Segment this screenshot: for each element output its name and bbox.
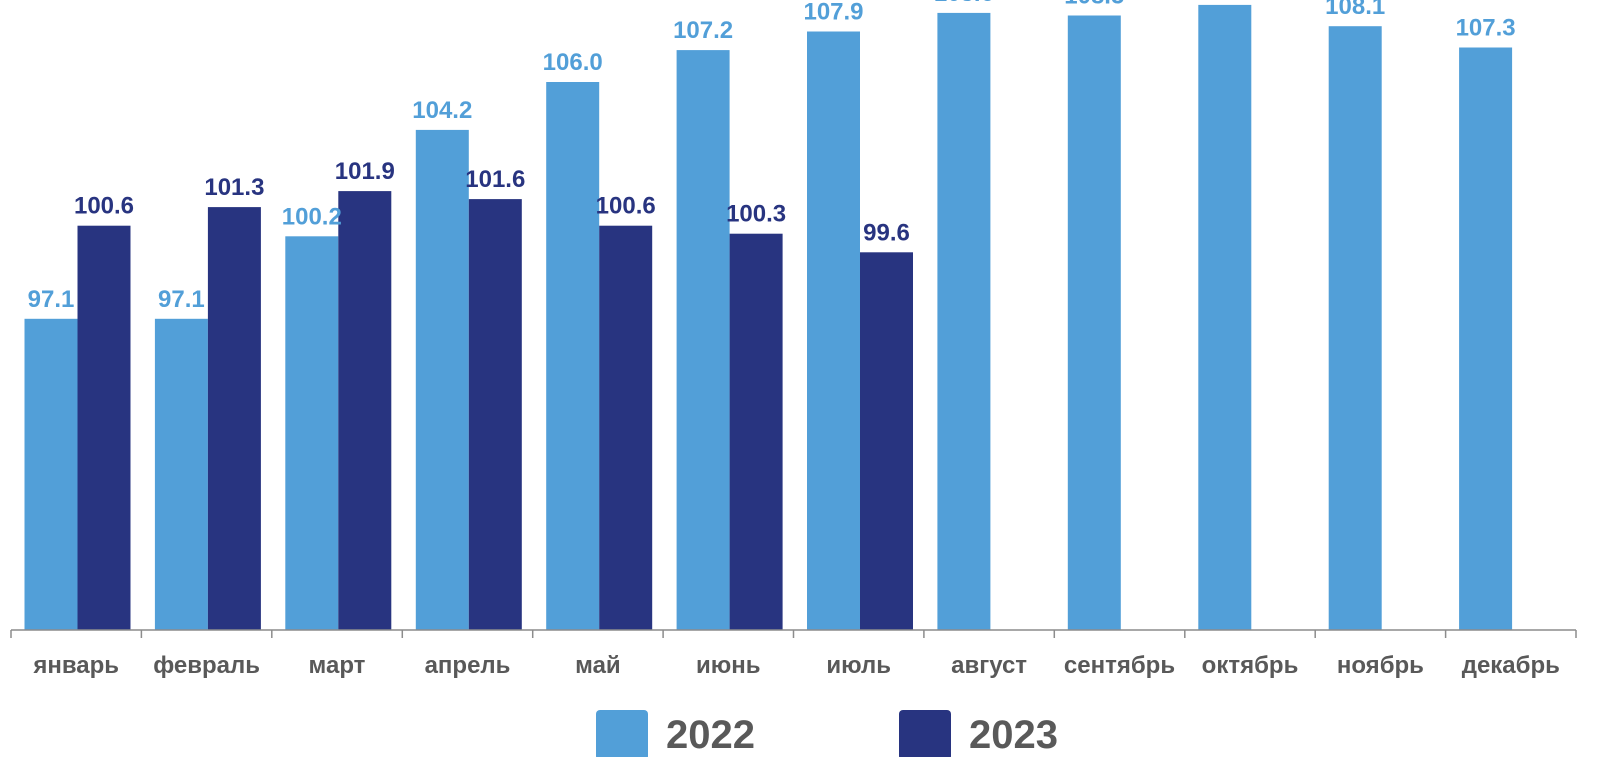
x-tick-label: сентябрь (1064, 652, 1175, 679)
data-label: 108.1 (1325, 0, 1385, 20)
data-label: 107.3 (1456, 15, 1516, 42)
data-label: 101.6 (465, 166, 525, 193)
data-label: 108.5 (1064, 0, 1124, 10)
x-tick-label: апрель (425, 652, 511, 679)
x-tick-label: июль (826, 652, 891, 679)
data-labels-2022: 97.1 97.1 100.2 104.2 106.0 107.2 107.9 108.6 10… (28, 0, 1516, 313)
legend: 2022 2023 (596, 710, 1058, 760)
x-tick-label: март (309, 652, 366, 679)
legend-swatch (596, 710, 648, 760)
bar-2023-7 (860, 252, 913, 631)
x-tick-label: ноябрь (1337, 652, 1424, 679)
data-label: 106.0 (543, 49, 603, 76)
data-label: 101.9 (335, 158, 395, 185)
x-tick-label: август (951, 652, 1027, 679)
bar-2022-12 (1459, 47, 1513, 630)
bar-2023-4 (468, 199, 522, 630)
x-tick-label: декабрь (1462, 652, 1560, 679)
data-label: 100.6 (74, 193, 134, 220)
bar-2023-5 (599, 225, 653, 630)
x-axis: январь февраль март апрель май июнь июль август… (10, 629, 1577, 679)
legend-item-2023: 2023 (899, 710, 1058, 760)
bar-2022-9 (1067, 15, 1121, 630)
x-tick-label: июнь (696, 652, 761, 679)
data-label: 97.1 (158, 286, 205, 313)
x-tick-label: октябрь (1202, 652, 1299, 679)
series-2023 (77, 191, 913, 631)
data-labels-2023: 100.6 101.3 101.9 101.6 100.6 100.3 99.6 (74, 158, 910, 246)
bar-2023-6 (729, 233, 783, 630)
bar-2023-2 (207, 207, 261, 630)
legend-label: 2023 (969, 713, 1058, 757)
legend-label: 2022 (666, 713, 755, 757)
bar-2023-1 (77, 225, 131, 630)
data-label: 101.3 (204, 174, 264, 201)
data-label: 100.6 (596, 193, 656, 220)
bar-2023-3 (338, 191, 392, 630)
bar-2022-2 (154, 318, 208, 630)
bar-2022-3 (285, 236, 339, 631)
x-tick-label: январь (32, 652, 119, 679)
data-label: 107.9 (803, 0, 863, 26)
bar-2022-4 (415, 129, 469, 630)
bar-2022-6 (676, 50, 730, 631)
bar-2022-7 (807, 31, 860, 630)
bar-2022-5 (546, 82, 600, 630)
series-2022 (24, 4, 1513, 631)
x-tick-label: май (575, 652, 621, 679)
data-label: 99.6 (863, 219, 910, 246)
x-tick-label: февраль (153, 652, 260, 679)
legend-item-2022: 2022 (596, 710, 755, 760)
bar-2022-1 (24, 318, 78, 630)
data-label: 108.6 (934, 0, 994, 7)
data-label: 104.2 (412, 97, 472, 124)
bar-2022-8 (937, 12, 991, 630)
bar-2022-11 (1328, 26, 1382, 630)
data-label: 100.3 (726, 201, 786, 228)
bar-2022-10 (1198, 4, 1252, 630)
data-label: 100.2 (282, 203, 342, 230)
data-label: 107.2 (673, 17, 733, 44)
legend-swatch (899, 710, 951, 760)
data-label: 97.1 (28, 286, 75, 313)
